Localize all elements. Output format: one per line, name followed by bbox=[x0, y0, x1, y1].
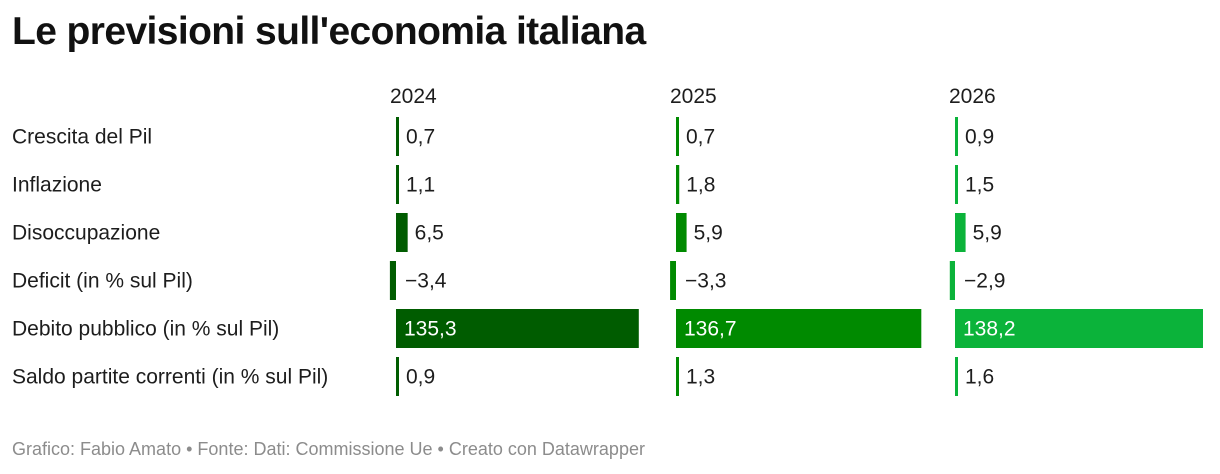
bar bbox=[396, 309, 639, 348]
footer-tool: Creato con Datawrapper bbox=[448, 439, 645, 459]
bar bbox=[670, 261, 676, 300]
bar bbox=[676, 213, 687, 252]
data-label: 1,3 bbox=[686, 366, 715, 389]
category-label: Disoccupazione bbox=[12, 222, 160, 245]
bar bbox=[955, 117, 958, 156]
data-label: 1,1 bbox=[406, 174, 435, 197]
bar bbox=[676, 309, 922, 348]
bar bbox=[949, 261, 955, 300]
chart-title: Le previsioni sull'economia italiana bbox=[12, 10, 646, 53]
data-label: 0,9 bbox=[965, 126, 994, 149]
data-label: −3,3 bbox=[685, 270, 726, 293]
category-label: Crescita del Pil bbox=[12, 126, 152, 149]
footer-separator: • bbox=[186, 439, 193, 459]
category-label: Debito pubblico (in % sul Pil) bbox=[12, 318, 279, 341]
data-label: 6,5 bbox=[415, 222, 444, 245]
bar bbox=[676, 117, 679, 156]
bar bbox=[676, 357, 679, 396]
year-header: 2026 bbox=[949, 85, 996, 108]
category-label: Inflazione bbox=[12, 174, 102, 197]
bar bbox=[955, 309, 1203, 348]
bar bbox=[396, 165, 399, 204]
data-label: 0,7 bbox=[406, 126, 435, 149]
bar bbox=[396, 117, 399, 156]
data-label: −3,4 bbox=[405, 270, 447, 293]
category-label: Deficit (in % sul Pil) bbox=[12, 270, 193, 293]
bar bbox=[676, 165, 680, 204]
bar bbox=[396, 357, 399, 396]
data-label: 0,7 bbox=[686, 126, 715, 149]
bar bbox=[389, 261, 396, 300]
data-label: 1,5 bbox=[965, 174, 994, 197]
footer-author: Grafico: Fabio Amato bbox=[12, 439, 182, 459]
data-label: 0,9 bbox=[406, 366, 435, 389]
data-label: 1,8 bbox=[686, 174, 715, 197]
data-label: 1,6 bbox=[965, 366, 994, 389]
footer-separator: • bbox=[437, 439, 444, 459]
data-label: 135,3 bbox=[404, 318, 457, 341]
year-header: 2025 bbox=[670, 85, 717, 108]
data-label: 136,7 bbox=[684, 318, 737, 341]
footer-source: Fonte: Dati: Commissione Ue bbox=[197, 439, 433, 459]
bar bbox=[955, 213, 966, 252]
data-label: 5,9 bbox=[694, 222, 723, 245]
chart-footer: Grafico: Fabio Amato • Fonte: Dati: Comm… bbox=[12, 439, 645, 460]
year-header: 2024 bbox=[390, 85, 437, 108]
bar bbox=[396, 213, 408, 252]
category-label: Saldo partite correnti (in % sul Pil) bbox=[12, 366, 328, 389]
bar bbox=[955, 357, 958, 396]
data-label: 5,9 bbox=[973, 222, 1002, 245]
bar bbox=[955, 165, 958, 204]
data-label: 138,2 bbox=[963, 318, 1016, 341]
data-label: −2,9 bbox=[964, 270, 1005, 293]
